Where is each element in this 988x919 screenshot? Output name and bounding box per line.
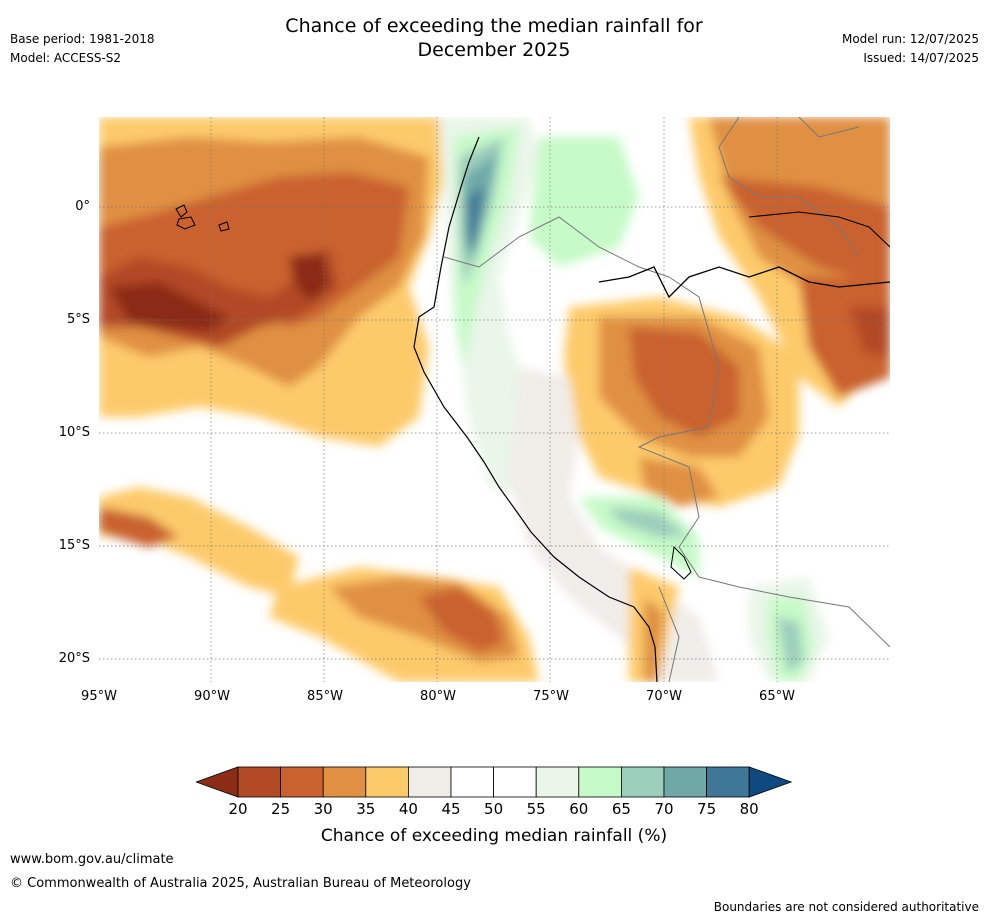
colorbar-segment [322,766,367,798]
rainfall-outlook-map[interactable] [99,117,890,682]
colorbar-tick-label: 35 [356,800,376,818]
colorbar-segment [237,766,281,798]
base-period-text: Base period: 1981-2018 [10,32,155,46]
colorbar-segment [450,766,494,798]
river-amazon [598,266,890,299]
colorbar-tick-label: 45 [441,800,461,818]
footer-url[interactable]: www.bom.gov.au/climate [10,852,174,867]
model-text: Model: ACCESS-S2 [10,51,122,65]
footer-disclaimer: Boundaries are not considered authoritat… [713,900,979,914]
colorbar-tick-label: 65 [611,800,631,818]
lat-label-20s: 20°S [58,651,90,666]
colorbar-segment [280,766,324,798]
colorbar-tick-label: 75 [697,800,717,818]
lon-label-80w: 80°W [420,689,456,704]
colorbar-arrow-low [194,766,239,798]
colorbar-segment [706,766,750,798]
coastline [413,136,658,682]
colorbar-tick-label: 60 [569,800,589,818]
map-canvas [99,117,890,682]
colorbar-segment [535,766,580,798]
lon-label-85w: 85°W [307,689,343,704]
probability-fields [99,117,890,682]
colorbar-tick-label: 70 [654,800,674,818]
colorbar-tick-label: 40 [398,800,418,818]
colorbar-tick-label: 20 [228,800,248,818]
lon-label-75w: 75°W [533,689,569,704]
colorbar [194,766,793,800]
galapagos-islands [175,204,230,232]
lake-titicaca [670,545,692,580]
colorbar-segment [620,766,665,798]
colorbar-segment [578,766,622,798]
colorbar-tick-label: 50 [484,800,504,818]
colorbar-tick-label: 25 [271,800,291,818]
title-line-2: December 2025 [417,39,571,61]
colorbar-arrow-high [748,766,793,798]
colorbar-tick-label: 55 [526,800,546,818]
lon-label-90w: 90°W [194,689,230,704]
lon-label-65w: 65°W [759,689,795,704]
lat-label-5s: 5°S [66,312,90,327]
colorbar-segment [365,766,409,798]
colorbar-title: Chance of exceeding median rainfall (%) [320,826,668,846]
lat-label-15s: 15°S [58,538,90,553]
colorbar-tick-label: 80 [739,800,759,818]
colorbar-tick-label: 30 [313,800,333,818]
colorbar-segment [493,766,537,798]
lat-label-0: 0° [75,199,90,214]
issued-text: Issued: 14/07/2025 [863,51,979,65]
country-borders [443,117,890,682]
footer-copyright: © Commonwealth of Australia 2025, Austra… [10,876,471,891]
lat-label-10s: 10°S [58,425,90,440]
model-run-text: Model run: 12/07/2025 [841,32,979,46]
river-orinoco [748,211,890,248]
lon-label-95w: 95°W [81,689,117,704]
lon-label-70w: 70°W [646,689,682,704]
page-title: Chance of exceeding the median rainfall … [0,14,988,62]
title-line-1: Chance of exceeding the median rainfall … [285,15,703,37]
colorbar-segment [407,766,452,798]
colorbar-segment [663,766,707,798]
colorbar-graphic [194,766,793,798]
